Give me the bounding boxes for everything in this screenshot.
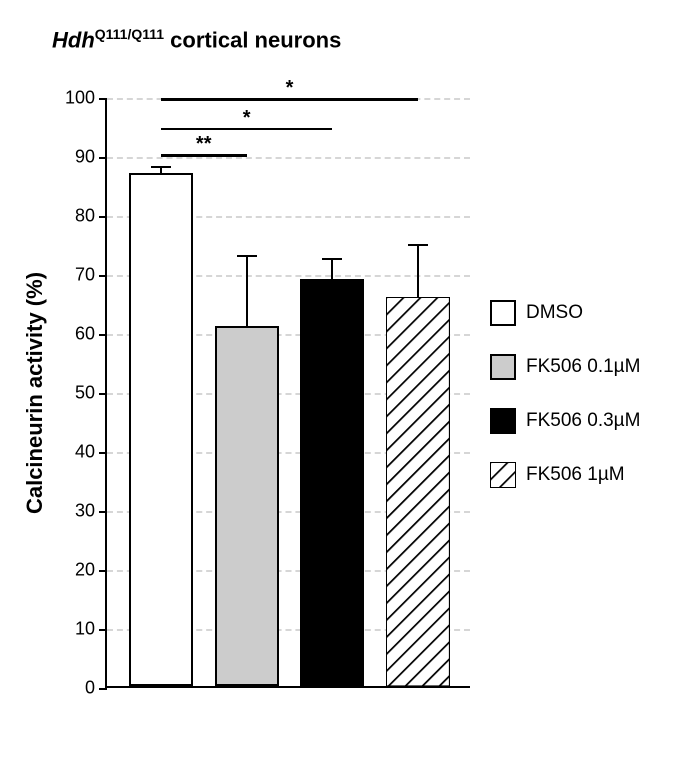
title-sup: Q111/Q111 <box>95 26 164 42</box>
legend-swatch <box>490 408 516 434</box>
title-prefix: Hdh <box>52 27 95 52</box>
significance-label: ** <box>196 133 212 156</box>
ytick-label: 40 <box>75 442 107 463</box>
y-axis-label: Calcineurin activity (%) <box>22 272 48 514</box>
legend-item: DMSO <box>490 300 640 326</box>
ytick-label: 50 <box>75 383 107 404</box>
ytick-label: 0 <box>85 678 107 699</box>
bar <box>300 96 364 686</box>
ytick-label: 20 <box>75 560 107 581</box>
legend-item: FK506 1µM <box>490 462 640 488</box>
ytick-label: 30 <box>75 501 107 522</box>
legend-swatch <box>490 354 516 380</box>
legend-label: DMSO <box>526 302 583 324</box>
error-bar <box>331 258 333 279</box>
bar <box>386 96 450 686</box>
legend-label: FK506 0.1µM <box>526 356 640 378</box>
legend-label: FK506 0.3µM <box>526 410 640 432</box>
ytick-label: 70 <box>75 265 107 286</box>
legend-swatch <box>490 300 516 326</box>
legend: DMSO FK506 0.1µM FK506 0.3µM FK506 1µM <box>490 300 640 516</box>
ytick-label: 90 <box>75 147 107 168</box>
legend-swatch <box>490 462 516 488</box>
error-bar <box>417 244 419 297</box>
legend-item: FK506 0.1µM <box>490 354 640 380</box>
figure-root: HdhQ111/Q111 cortical neurons 0 10 20 30 40 5… <box>0 0 685 770</box>
legend-label: FK506 1µM <box>526 464 625 486</box>
error-cap <box>151 166 171 168</box>
bar <box>215 96 279 686</box>
error-cap <box>237 255 257 257</box>
plot-area: 0102030405060708090100**** <box>105 98 470 688</box>
significance-label: * <box>286 77 294 100</box>
legend-item: FK506 0.3µM <box>490 408 640 434</box>
error-bar <box>246 255 248 326</box>
chart-title: HdhQ111/Q111 cortical neurons <box>52 26 341 53</box>
error-cap <box>322 258 342 260</box>
ytick-label: 10 <box>75 619 107 640</box>
ytick-label: 80 <box>75 206 107 227</box>
bar <box>129 96 193 686</box>
ytick-label: 100 <box>65 88 107 109</box>
title-suffix: cortical neurons <box>164 27 341 52</box>
chart-area: 0102030405060708090100**** Calcineurin a… <box>105 98 470 688</box>
significance-label: * <box>243 107 251 130</box>
error-cap <box>408 244 428 246</box>
ytick-label: 60 <box>75 324 107 345</box>
